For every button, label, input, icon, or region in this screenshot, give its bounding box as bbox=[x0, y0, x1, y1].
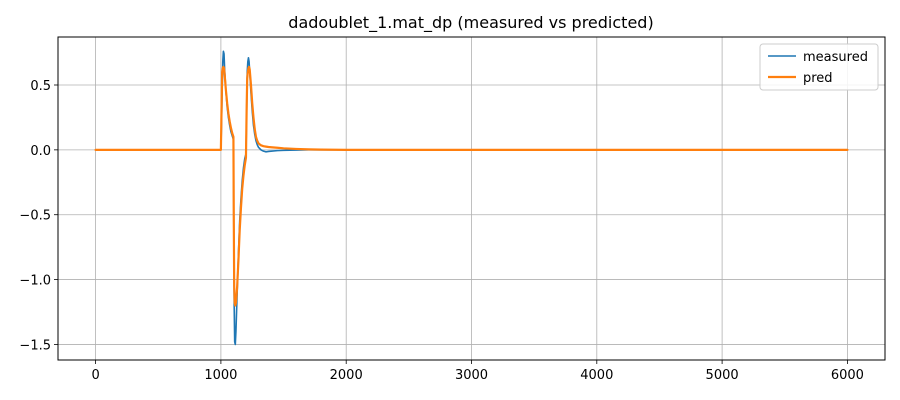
y-tick-label: −1.0 bbox=[19, 274, 51, 289]
ticks: 0 1000 2000 3000 4000 5000 6000 −1.5 −1.0 −0.5 0.0… bbox=[19, 79, 864, 383]
y-tick-label: 0.0 bbox=[30, 144, 51, 159]
y-tick-label: −0.5 bbox=[19, 209, 51, 224]
x-tick-label: 6000 bbox=[831, 368, 864, 383]
x-tick-label: 4000 bbox=[580, 368, 613, 383]
x-tick-label: 0 bbox=[91, 368, 99, 383]
x-tick-label: 1000 bbox=[204, 368, 237, 383]
y-tick-label: 0.5 bbox=[30, 79, 51, 94]
legend-label-pred: pred bbox=[803, 71, 833, 86]
y-tick-label: −1.5 bbox=[19, 338, 51, 353]
legend: measured pred bbox=[759, 43, 879, 91]
x-tick-label: 5000 bbox=[706, 368, 739, 383]
legend-label-measured: measured bbox=[803, 50, 868, 65]
series-line-pred bbox=[94, 65, 849, 307]
x-tick-label: 2000 bbox=[330, 368, 363, 383]
x-tick-label: 3000 bbox=[455, 368, 488, 383]
chart-title: dadoublet_1.mat_dp (measured vs predicte… bbox=[288, 13, 653, 33]
series-layer bbox=[94, 50, 849, 346]
